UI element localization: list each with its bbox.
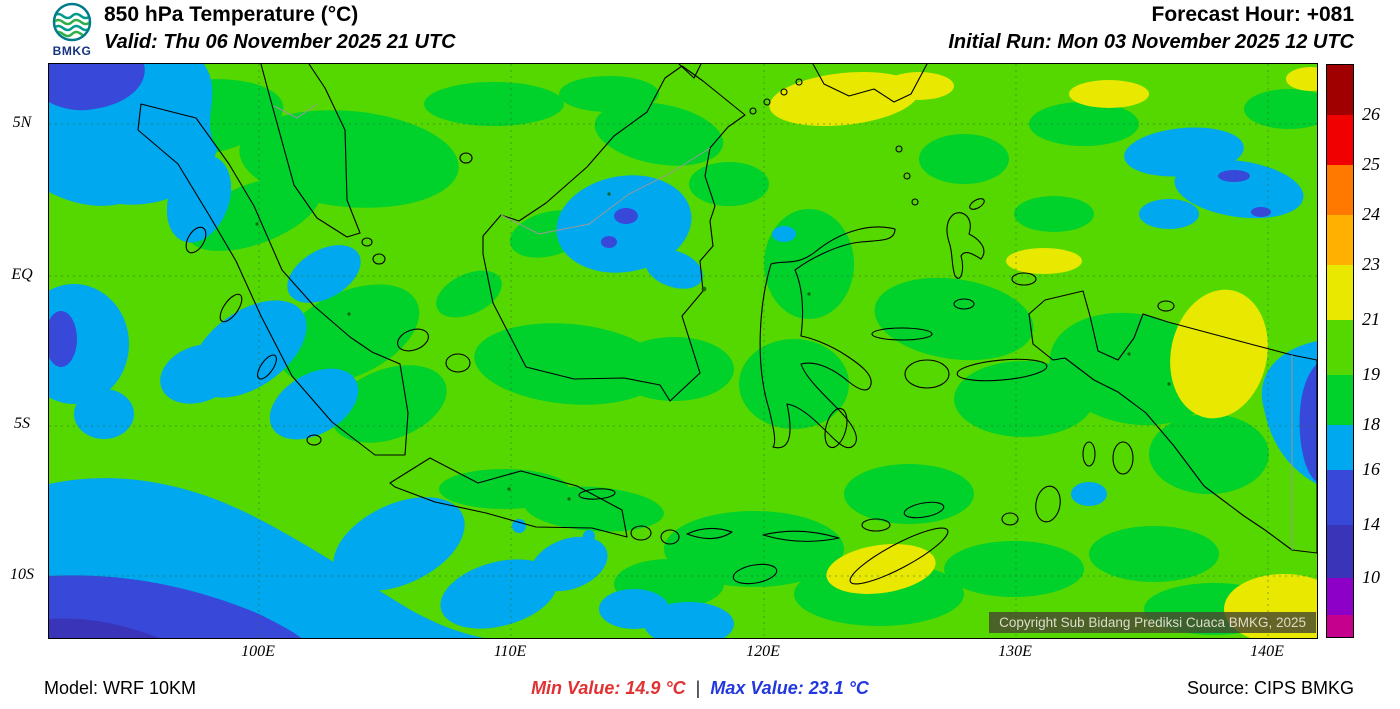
lon-tick-label: 140E <box>1250 643 1284 660</box>
colorbar-segment <box>1327 265 1353 320</box>
lat-tick-label: 10S <box>10 566 34 583</box>
coastlines <box>137 64 1317 585</box>
colorbar-segment <box>1327 578 1353 615</box>
forecast-map: Copyright Sub Bidang Prediksi Cuaca BMKG… <box>48 63 1318 639</box>
lat-tick-label: 5N <box>12 114 32 131</box>
lon-tick-label: 120E <box>746 643 780 660</box>
valid-time-label: Valid: Thu 06 November 2025 21 UTC <box>104 31 456 53</box>
admin-borders <box>273 103 1293 550</box>
colorbar-tick-label: 25 <box>1362 154 1380 174</box>
colorbar-tick-label: 23 <box>1362 254 1380 274</box>
colorbar-tick-label: 21 <box>1362 309 1380 329</box>
bmkg-logo-icon <box>52 2 92 42</box>
colorbar-segment <box>1327 65 1353 115</box>
band-14-16-blobs <box>49 64 1317 638</box>
colorbar-segment <box>1327 425 1353 470</box>
max-value-label: Max Value: 23.1 °C <box>710 678 869 698</box>
bmkg-logo: BMKG <box>44 2 100 58</box>
lat-tick-label: 5S <box>14 415 30 432</box>
copyright-overlay: Copyright Sub Bidang Prediksi Cuaca BMKG… <box>989 612 1316 633</box>
lat-tick-label: EQ <box>11 266 33 283</box>
bmkg-logo-label: BMKG <box>52 44 92 58</box>
colorbar-tick-label: 24 <box>1362 204 1380 224</box>
band-10-14-corner-blob <box>49 618 159 638</box>
graticule <box>49 64 1317 638</box>
colorbar-tick-label: 14 <box>1362 514 1380 534</box>
colorbar-tick-label: 16 <box>1362 459 1380 479</box>
source-label: Source: CIPS BMKG <box>1186 678 1354 698</box>
page-title: 850 hPa Temperature (°C) <box>104 3 359 26</box>
lon-tick-label: 100E <box>241 643 275 660</box>
colorbar-tick-label: 26 <box>1362 104 1380 124</box>
model-label: Model: WRF 10KM <box>44 678 197 698</box>
colorbar <box>1326 64 1354 638</box>
band-18-19-blobs <box>94 76 1317 635</box>
lon-tick-label: 110E <box>493 643 527 660</box>
colorbar-segment <box>1327 615 1353 637</box>
lon-tick-label: 130E <box>998 643 1032 660</box>
min-value-label: Min Value: 14.9 °C <box>531 678 686 698</box>
colorbar-segment <box>1327 115 1353 165</box>
forecast-hour-label: Forecast Hour: +081 <box>1151 3 1355 26</box>
colorbar-tick-label: 10 <box>1362 567 1380 587</box>
colorbar-segment <box>1327 470 1353 525</box>
colorbar-segment <box>1327 165 1353 215</box>
terrain-speckles <box>255 192 1171 501</box>
colorbar-tick-label: 18 <box>1362 414 1380 434</box>
colorbar-segment <box>1327 525 1353 578</box>
colorbar-tick-label: 19 <box>1362 364 1380 384</box>
colorbar-segment <box>1327 215 1353 265</box>
initial-run-label: Initial Run: Mon 03 November 2025 12 UTC <box>948 31 1354 53</box>
minmax-separator: | <box>695 678 701 698</box>
colorbar-segment <box>1327 320 1353 375</box>
minmax-values: Min Value: 14.9 °C | Max Value: 23.1 °C <box>0 678 1400 699</box>
temperature-field-svg <box>49 64 1317 638</box>
colorbar-segment <box>1327 375 1353 425</box>
